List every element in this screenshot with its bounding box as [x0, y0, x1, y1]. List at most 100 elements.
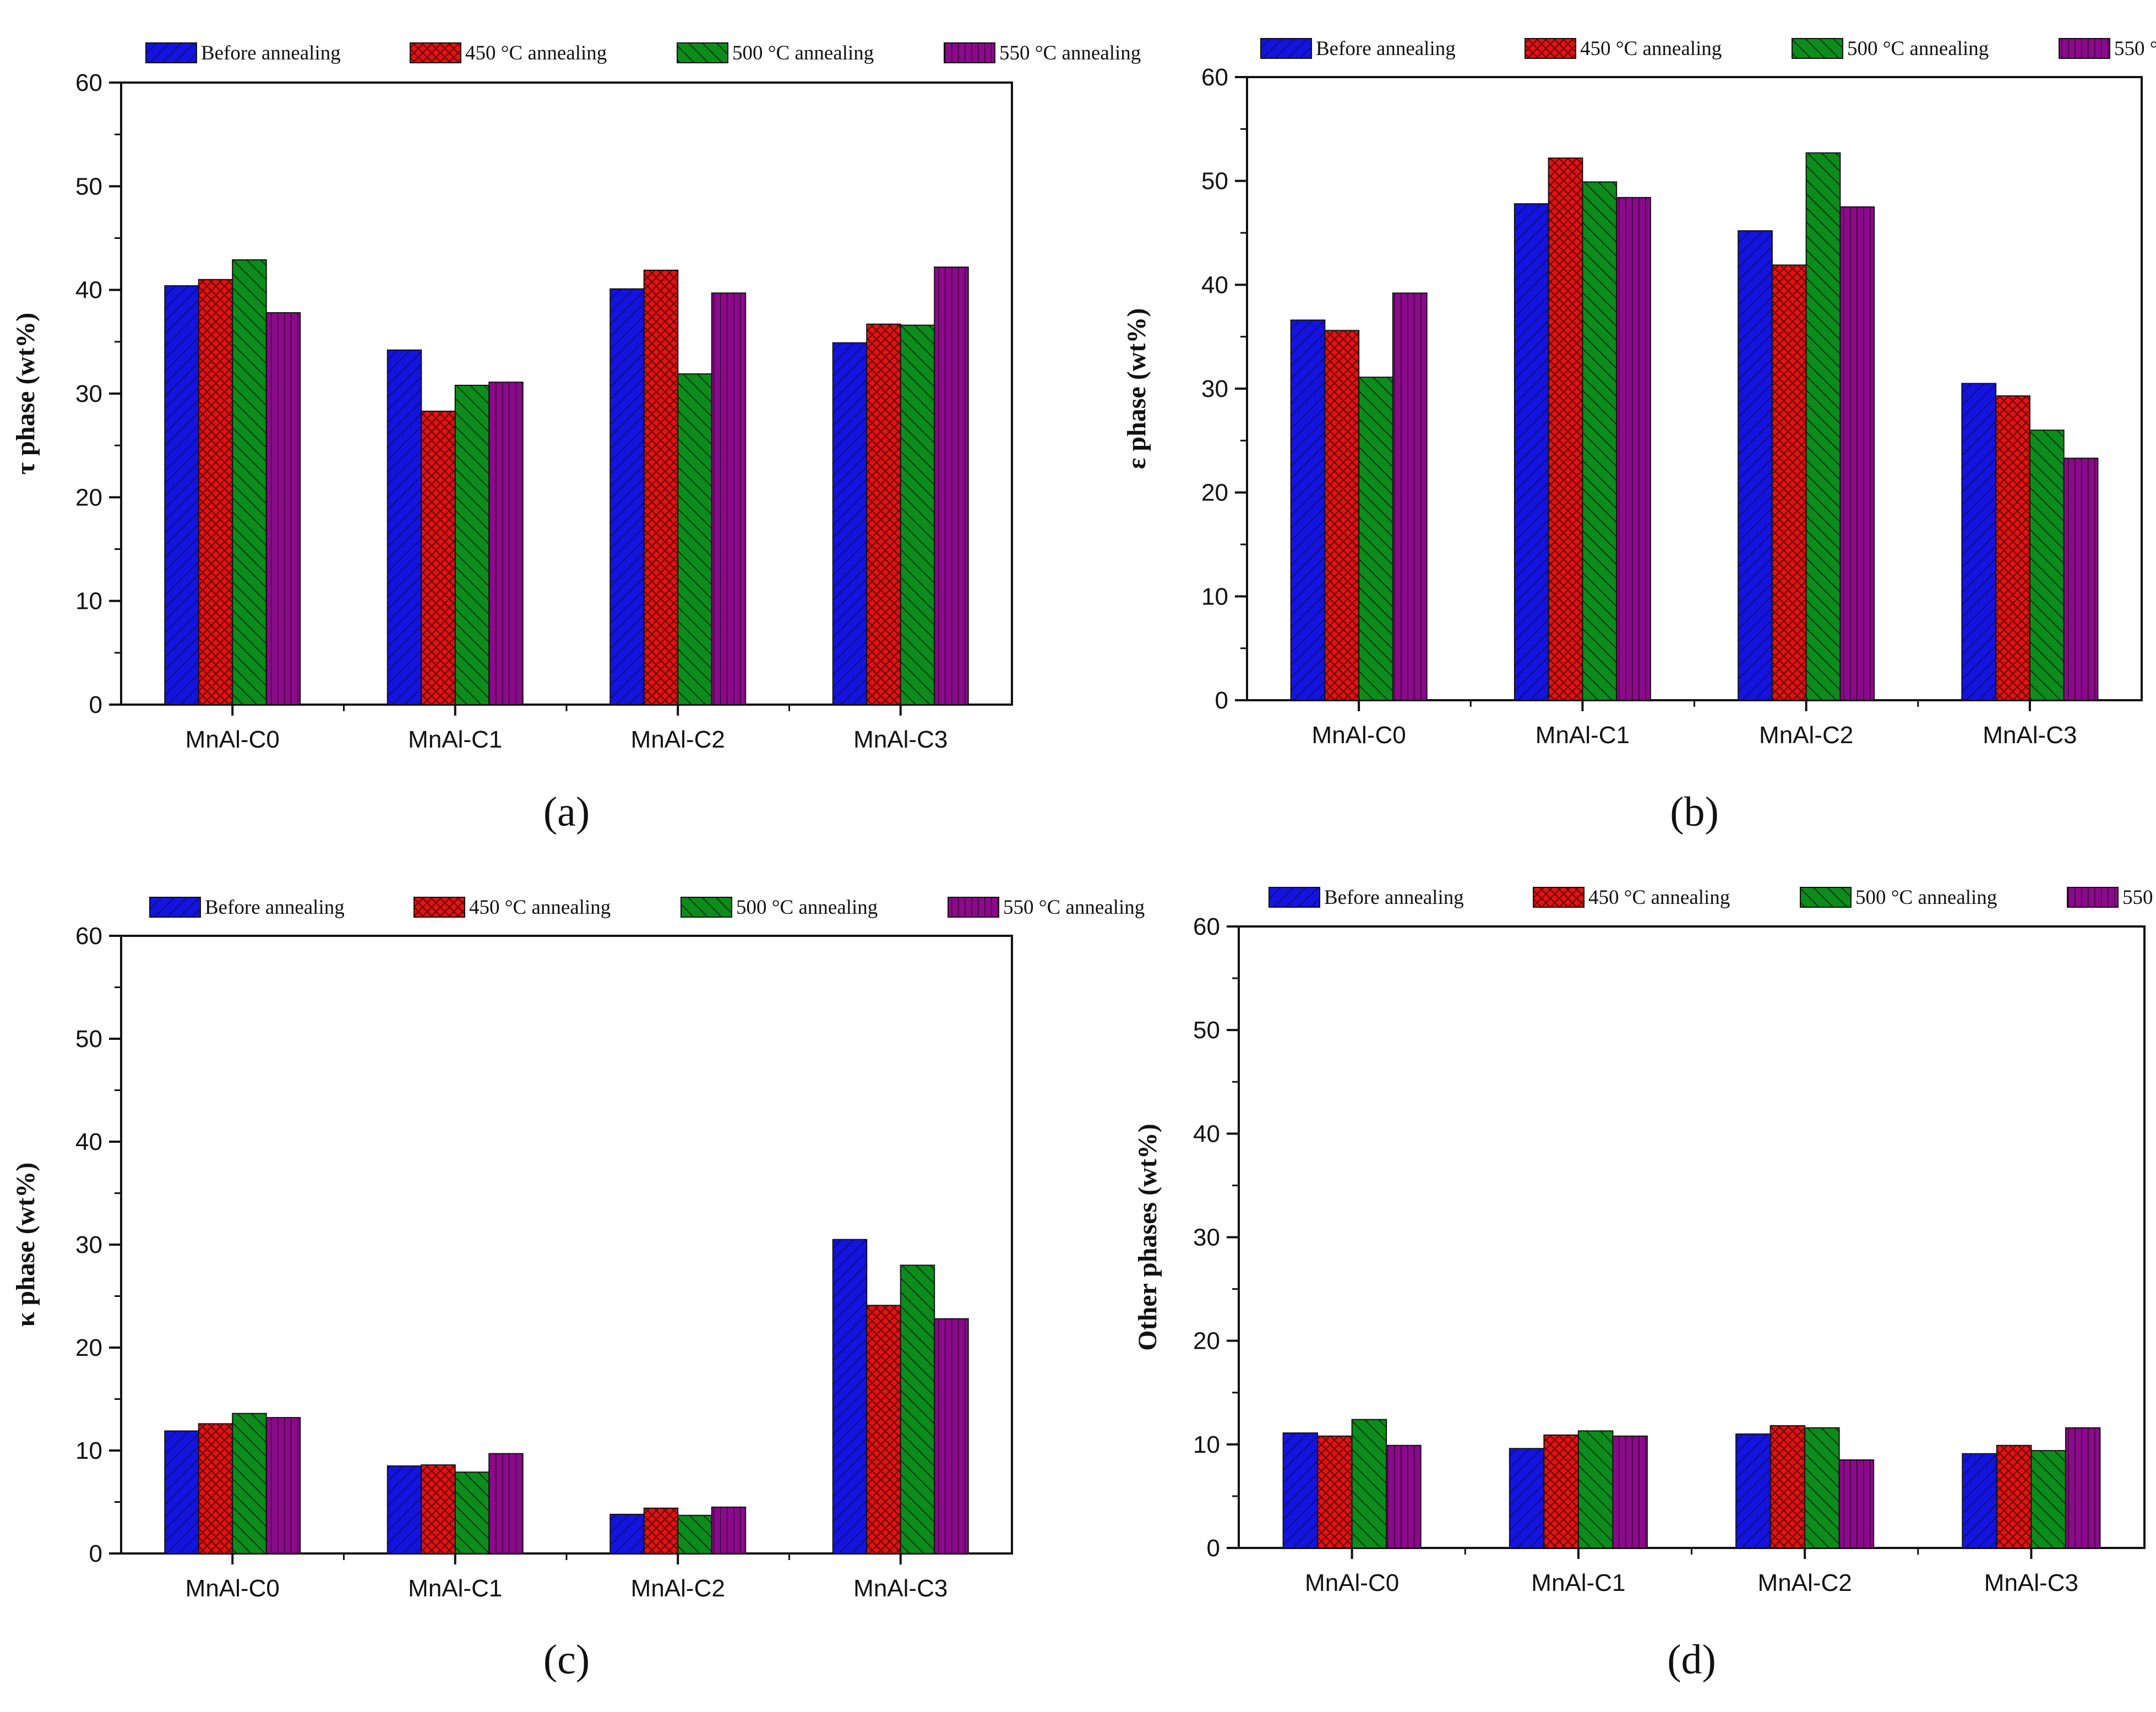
y-tick-label: 30: [1201, 375, 1228, 402]
y-tick-label: 50: [75, 173, 102, 200]
legend-swatch-550: [944, 42, 995, 63]
bar-450-mnal-c2: [1770, 1425, 1806, 1549]
y-axis-label: Other phases (wt%): [1133, 1124, 1162, 1350]
legend-swatch-550: [948, 897, 999, 918]
bar-550-mnal-c2: [711, 292, 747, 705]
bar-before-mnal-c1: [386, 1465, 422, 1555]
bar-550-mnal-c2: [1838, 1459, 1875, 1549]
x-tick-label: MnAl-C3: [1983, 722, 2077, 749]
bar-550-mnal-c3: [934, 1318, 969, 1554]
legend-label-before: Before annealing: [205, 896, 345, 919]
legend-swatch-500: [677, 42, 728, 63]
bar-500-mnal-c0: [232, 1413, 267, 1554]
y-tick-label: 40: [75, 277, 102, 304]
bars: [164, 259, 969, 706]
bar-500-mnal-c2: [1804, 1427, 1840, 1549]
bar-450-mnal-c1: [421, 1464, 456, 1554]
x-tick-label: MnAl-C2: [1759, 722, 1853, 749]
y-tick-label: 10: [1193, 1431, 1220, 1458]
bar-500-mnal-c1: [1577, 1430, 1614, 1549]
bar-500-mnal-c0: [1358, 377, 1393, 701]
bar-before-mnal-c2: [1738, 230, 1773, 701]
legend: Before annealing 450 °C annealing 500 °C…: [145, 42, 1141, 64]
y-tick-label: 50: [75, 1026, 102, 1053]
y-tick-label: 30: [75, 380, 102, 407]
x-tick-label: MnAl-C0: [186, 1575, 280, 1602]
bar-550-mnal-c3: [2063, 457, 2099, 701]
legend-swatch-550: [2067, 887, 2119, 908]
bar-550-mnal-c0: [265, 312, 301, 705]
bar-500-mnal-c0: [232, 259, 267, 705]
y-tick-label: 60: [1193, 913, 1220, 940]
bars: [1290, 152, 2099, 701]
y-tick-label: 40: [1201, 271, 1228, 298]
legend-swatch-450: [413, 897, 465, 918]
x-tick-label: MnAl-C0: [186, 726, 280, 753]
legend-swatch-before: [145, 42, 197, 63]
legend-swatch-before: [1260, 38, 1312, 59]
x-tick-label: MnAl-C3: [1984, 1569, 2078, 1596]
bar-450-mnal-c3: [866, 323, 901, 705]
legend-label-500: 500 °C annealing: [736, 896, 878, 919]
y-tick-label: 60: [1201, 64, 1228, 91]
legend-swatch-450: [1525, 38, 1576, 59]
y-tick-label: 40: [75, 1128, 102, 1155]
bar-500-mnal-c2: [677, 373, 712, 705]
bar-before-mnal-c2: [1735, 1433, 1771, 1549]
y-tick-label: 0: [1207, 1535, 1220, 1562]
chart-panel-c: κ phase (wt%) (c) Before annealing 450 °…: [11, 896, 1145, 1683]
bar-before-mnal-c0: [1282, 1432, 1319, 1549]
y-axis-label: τ phase (wt%): [11, 313, 40, 475]
legend-label-550: 550 °C annealing: [999, 42, 1141, 64]
legend-label-500: 500 °C annealing: [1847, 37, 1989, 60]
legend-swatch-500: [680, 897, 732, 918]
panel-label-c: (c): [543, 1637, 590, 1683]
x-tick-label: MnAl-C1: [1531, 1569, 1625, 1596]
bar-450-mnal-c1: [421, 411, 456, 705]
bar-500-mnal-c1: [1582, 181, 1618, 701]
bar-before-mnal-c1: [386, 349, 422, 705]
x-tick-label: MnAl-C0: [1312, 722, 1406, 749]
bar-550-mnal-c3: [934, 266, 969, 705]
bar-550-mnal-c1: [1612, 1435, 1648, 1549]
y-tick-label: 20: [1201, 479, 1228, 506]
y-tick-label: 60: [75, 69, 102, 96]
legend-label-before: Before annealing: [1324, 886, 1464, 909]
chart-panel-b: ε phase (wt%) (b) Before annealing 450 °…: [1122, 37, 2156, 835]
y-tick-label: 50: [1201, 168, 1228, 195]
bar-450-mnal-c3: [1996, 1444, 2032, 1549]
y-tick-label: 60: [75, 923, 102, 950]
bar-550-mnal-c1: [1616, 197, 1651, 701]
bar-500-mnal-c3: [900, 324, 935, 705]
bar-before-mnal-c2: [609, 288, 645, 705]
y-axis-label: κ phase (wt%): [11, 1163, 40, 1327]
legend-label-500: 500 °C annealing: [732, 42, 874, 64]
legend-swatch-450: [410, 42, 461, 63]
y-tick-label: 10: [1201, 583, 1228, 610]
bar-450-mnal-c2: [1771, 264, 1807, 701]
bar-450-mnal-c2: [643, 269, 679, 705]
bar-550-mnal-c0: [1386, 1444, 1422, 1549]
bar-500-mnal-c2: [677, 1514, 712, 1555]
legend-label-500: 500 °C annealing: [1855, 886, 1997, 909]
bar-450-mnal-c0: [1317, 1435, 1353, 1549]
bar-before-mnal-c3: [832, 1239, 868, 1554]
legend-label-before: Before annealing: [201, 42, 341, 64]
legend: Before annealing 450 °C annealing 500 °C…: [149, 896, 1145, 919]
legend-swatch-500: [1792, 38, 1843, 59]
x-tick-label: MnAl-C1: [1536, 722, 1630, 749]
x-tick-label: MnAl-C2: [631, 1575, 725, 1602]
bar-before-mnal-c0: [164, 285, 199, 705]
y-tick-label: 50: [1193, 1017, 1220, 1044]
x-tick-label: MnAl-C3: [853, 1575, 948, 1602]
bar-550-mnal-c0: [265, 1417, 301, 1554]
legend-label-450: 450 °C annealing: [465, 42, 607, 64]
y-tick-label: 0: [89, 691, 102, 718]
bars: [1282, 1419, 2101, 1549]
bar-450-mnal-c3: [866, 1305, 901, 1555]
x-tick-label: MnAl-C2: [631, 726, 725, 753]
legend-swatch-500: [1800, 887, 1852, 908]
bar-550-mnal-c1: [488, 1453, 524, 1555]
bar-500-mnal-c2: [1805, 152, 1841, 701]
